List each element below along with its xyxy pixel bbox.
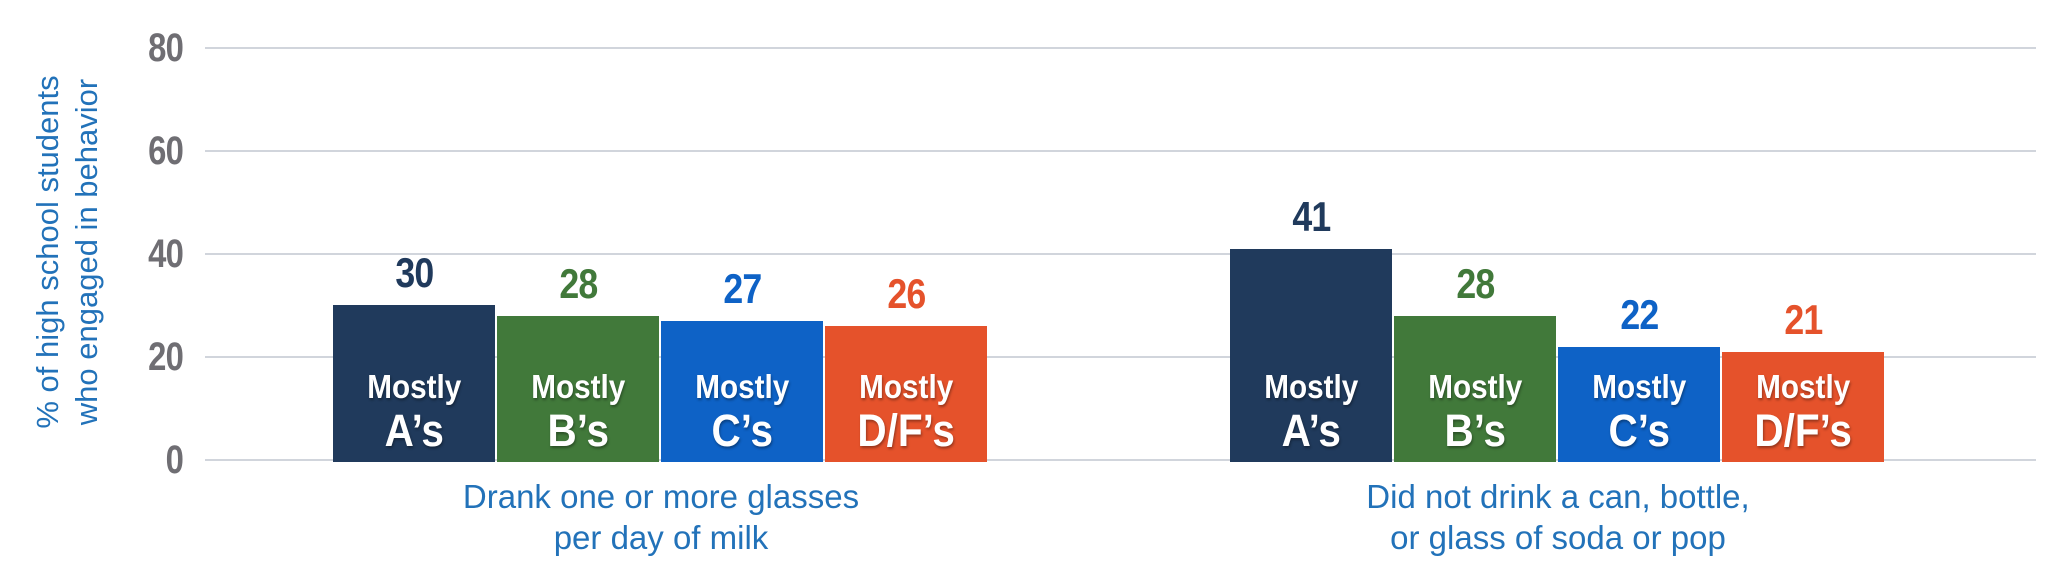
bar-milk-mostly-bs: 28 Mostly B’s: [497, 260, 659, 462]
bar-category-line2: B’s: [547, 405, 609, 456]
group-label-soda: Did not drink a can, bottle, or glass of…: [1208, 476, 1908, 558]
y-axis-title-line2: who engaged in behavior: [69, 78, 104, 426]
bar-category-line1: Mostly: [1263, 368, 1359, 405]
y-axis-title-line1: % of high school students: [30, 75, 65, 429]
bar-category-line1: Mostly: [858, 368, 954, 405]
bar-value-label: 28: [1455, 260, 1495, 307]
bar-category-label: Mostly B’s: [1428, 367, 1522, 454]
gridline-20: [205, 356, 2036, 358]
gridline-0: [205, 459, 2036, 461]
bar-category-label: Mostly A’s: [1264, 367, 1358, 454]
bar-fill: Mostly B’s: [1394, 316, 1556, 462]
bar-category-line1: Mostly: [1427, 368, 1523, 405]
bar-category-line2: A’s: [1281, 405, 1341, 456]
bar-fill: Mostly B’s: [497, 316, 659, 462]
bar-category-label: Mostly C’s: [1592, 367, 1686, 454]
gridline-60: [205, 150, 2036, 152]
y-tick-20: 20: [148, 335, 184, 379]
bar-milk-mostly-dfs: 26 Mostly D/F’s: [825, 270, 987, 462]
bar-value-label: 30: [394, 249, 434, 296]
bar-category-label: Mostly D/F’s: [857, 367, 955, 454]
bar-soda-mostly-cs: 22 Mostly C’s: [1558, 291, 1720, 462]
bar-category-label: Mostly D/F’s: [1754, 367, 1852, 454]
bar-category-line1: Mostly: [1755, 368, 1851, 405]
bar-fill: Mostly C’s: [1558, 347, 1720, 462]
group-label-soda-line1: Did not drink a can, bottle,: [1366, 478, 1750, 515]
group-label-milk-line2: per day of milk: [553, 519, 769, 556]
bar-category-line1: Mostly: [366, 368, 462, 405]
bar-category-label: Mostly A’s: [367, 367, 461, 454]
bar-fill: Mostly A’s: [1230, 249, 1392, 462]
bar-category-line1: Mostly: [530, 368, 626, 405]
gridline-80: [205, 47, 2036, 49]
bar-fill: Mostly D/F’s: [825, 326, 987, 462]
bar-category-label: Mostly B’s: [531, 367, 625, 454]
bar-value-label: 21: [1783, 296, 1823, 343]
bar-category-line1: Mostly: [694, 368, 790, 405]
y-tick-40: 40: [148, 232, 184, 276]
bar-soda-mostly-dfs: 21 Mostly D/F’s: [1722, 296, 1884, 462]
bar-fill: Mostly D/F’s: [1722, 352, 1884, 462]
bar-category-label: Mostly C’s: [695, 367, 789, 454]
bar-value-label: 27: [722, 265, 762, 312]
y-axis-title: % of high school students who engaged in…: [28, 42, 106, 462]
gridline-40: [205, 253, 2036, 255]
bar-soda-mostly-bs: 28 Mostly B’s: [1394, 260, 1556, 462]
y-tick-80: 80: [148, 26, 184, 70]
bar-value-label: 26: [886, 270, 926, 317]
y-tick-0: 0: [165, 438, 184, 482]
bar-category-line2: C’s: [1608, 405, 1670, 456]
bar-value-label: 28: [558, 260, 598, 307]
bar-category-line1: Mostly: [1591, 368, 1687, 405]
bar-category-line2: A’s: [384, 405, 444, 456]
bar-category-line2: C’s: [711, 405, 773, 456]
group-label-milk: Drank one or more glasses per day of mil…: [311, 476, 1011, 558]
group-label-soda-line2: or glass of soda or pop: [1390, 519, 1726, 556]
bar-category-line2: D/F’s: [1754, 405, 1852, 456]
bar-fill: Mostly A’s: [333, 305, 495, 462]
bar-milk-mostly-as: 30 Mostly A’s: [333, 249, 495, 462]
bar-category-line2: D/F’s: [857, 405, 955, 456]
y-tick-60: 60: [148, 129, 184, 173]
bar-category-line2: B’s: [1444, 405, 1506, 456]
bar-fill: Mostly C’s: [661, 321, 823, 462]
bar-milk-mostly-cs: 27 Mostly C’s: [661, 265, 823, 462]
bar-value-label: 41: [1291, 193, 1331, 240]
bar-value-label: 22: [1619, 291, 1659, 338]
bar-soda-mostly-as: 41 Mostly A’s: [1230, 193, 1392, 462]
group-label-milk-line1: Drank one or more glasses: [462, 478, 860, 515]
